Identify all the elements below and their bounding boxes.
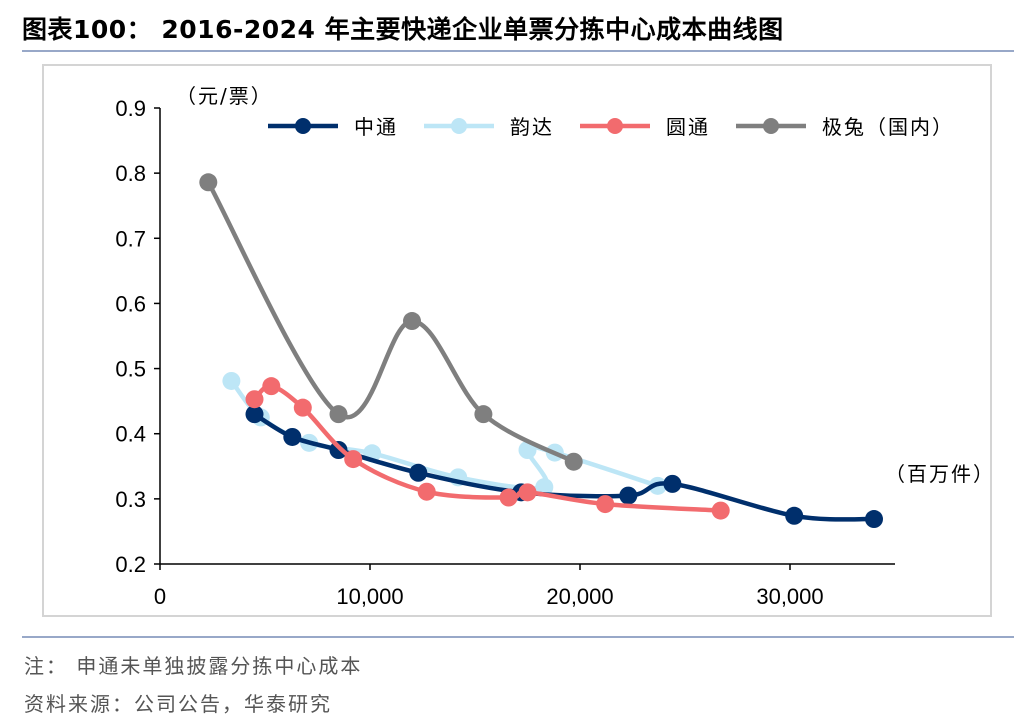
source-note: 资料来源：公司公告，华泰研究 — [24, 692, 332, 716]
legend-swatch-marker — [763, 118, 779, 134]
data-point — [417, 482, 436, 501]
data-point — [711, 501, 730, 520]
legend-item: 圆通 — [580, 115, 710, 139]
x-tick-label: 30,000 — [756, 584, 823, 609]
legend-item: 韵达 — [424, 115, 554, 139]
data-point — [596, 495, 615, 514]
data-point — [518, 483, 537, 502]
y-tick-label: 0.5 — [115, 357, 146, 382]
y-axis-unit-label: （元/票） — [176, 84, 273, 108]
top-divider — [22, 50, 1014, 52]
legend-label: 圆通 — [666, 115, 710, 139]
legend: 中通 韵达 圆通 极兔（国内） — [268, 115, 954, 139]
bottom-divider — [22, 636, 1014, 638]
data-point — [409, 463, 428, 482]
data-point — [403, 312, 421, 331]
legend-swatch-marker — [295, 118, 311, 134]
data-point — [663, 474, 682, 493]
footnote: 注： 申通未单独披露分拣中心成本 — [24, 654, 363, 678]
data-point — [564, 452, 583, 471]
legend-swatch-marker — [607, 118, 623, 134]
x-tick-label: 0 — [154, 584, 166, 609]
y-tick-label: 0.3 — [115, 487, 146, 512]
legend-item: 中通 — [268, 115, 398, 139]
data-point — [329, 405, 348, 424]
data-point — [222, 371, 241, 390]
legend-item: 极兔（国内） — [736, 115, 954, 139]
x-axis-unit-label: （百万件） — [885, 462, 995, 486]
y-tick-label: 0.9 — [115, 96, 146, 121]
legend-label: 韵达 — [510, 115, 554, 139]
legend-label: 极兔（国内） — [822, 115, 954, 139]
data-point — [293, 398, 312, 417]
data-point — [245, 405, 264, 424]
series-line — [252, 411, 877, 522]
y-tick-label: 0.6 — [115, 291, 146, 316]
data-point — [199, 173, 218, 192]
y-tick-label: 0.4 — [115, 422, 146, 447]
figure-title: 图表100： 2016-2024 年主要快递企业单票分拣中心成本曲线图 — [22, 15, 784, 44]
data-point — [865, 510, 883, 529]
data-point — [785, 506, 804, 525]
series-2 — [245, 377, 730, 520]
data-point — [619, 486, 638, 505]
legend-swatch-marker — [451, 118, 467, 134]
x-tick-label: 10,000 — [336, 584, 403, 609]
y-tick-label: 0.7 — [115, 226, 146, 251]
series-3 — [199, 173, 583, 471]
data-point — [474, 405, 493, 424]
data-point — [499, 488, 518, 507]
legend-label: 中通 — [354, 115, 398, 139]
axes: 0.2 0.3 0.4 0.5 0.6 0.7 0.8 0.9 0 10,000 20,000 30,… — [115, 96, 895, 609]
data-point — [329, 441, 348, 459]
x-tick-label: 20,000 — [546, 584, 613, 609]
series-layer — [199, 173, 883, 529]
data-point — [283, 427, 302, 446]
series-0 — [245, 405, 883, 529]
chart-frame — [42, 64, 992, 617]
data-point — [245, 390, 264, 409]
y-tick-label: 0.2 — [115, 552, 146, 577]
data-point — [344, 450, 363, 469]
series-line — [206, 180, 576, 464]
y-tick-label: 0.8 — [115, 161, 146, 186]
data-point — [262, 377, 281, 396]
